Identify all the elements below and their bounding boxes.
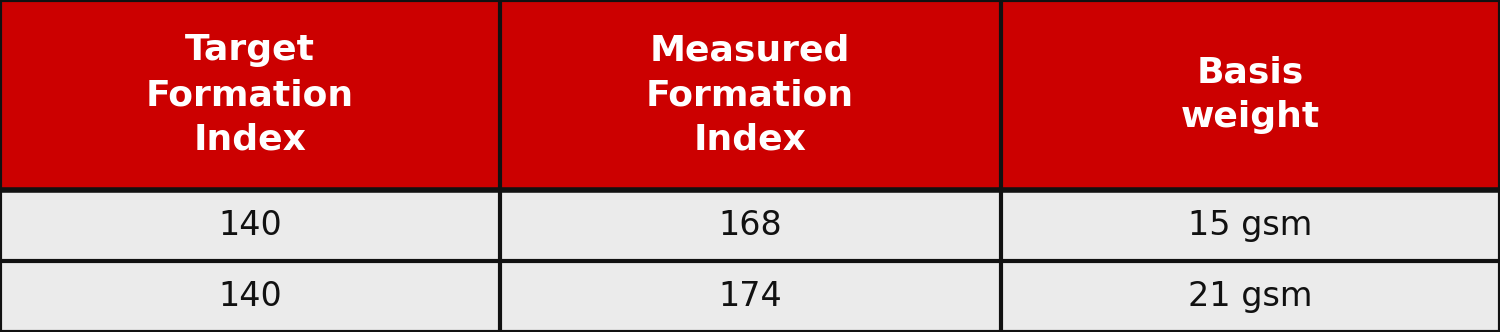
Bar	[0, 261, 500, 332]
Bar	[0, 190, 500, 261]
Bar	[0, 0, 500, 190]
Text: 140: 140	[217, 209, 282, 242]
Bar	[1000, 261, 1500, 332]
Text: Measured
Formation
Index: Measured Formation Index	[646, 33, 854, 157]
Bar	[500, 0, 1000, 190]
Text: 21 gsm: 21 gsm	[1188, 280, 1312, 313]
Bar	[1000, 0, 1500, 190]
Text: Basis
weight: Basis weight	[1180, 55, 1320, 134]
Text: 15 gsm: 15 gsm	[1188, 209, 1312, 242]
Text: Target
Formation
Index: Target Formation Index	[146, 33, 354, 157]
Text: 174: 174	[718, 280, 782, 313]
Bar	[1000, 190, 1500, 261]
Bar	[500, 261, 1000, 332]
Bar	[500, 190, 1000, 261]
Text: 140: 140	[217, 280, 282, 313]
Text: 168: 168	[718, 209, 782, 242]
